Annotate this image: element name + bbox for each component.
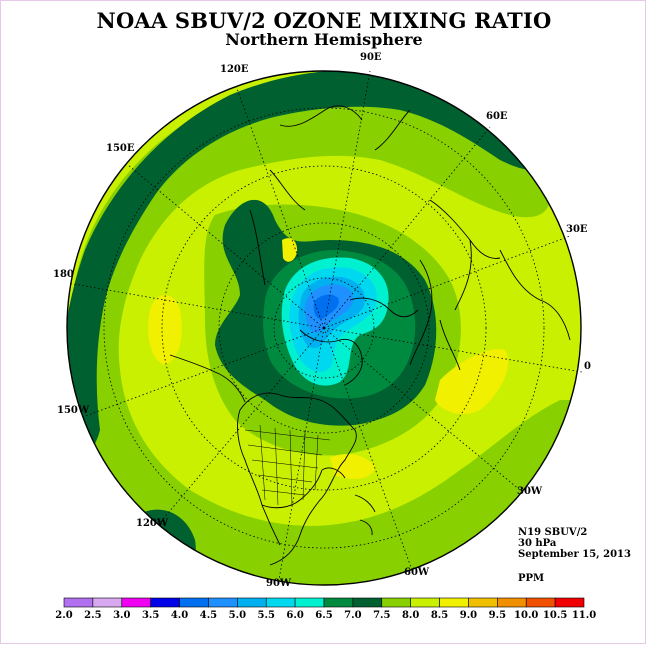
ozone-level-4-0 [313, 294, 339, 320]
date-label: September 15, 2013 [518, 549, 631, 560]
label-120e: 120E [220, 64, 249, 75]
globe-outline [66, 70, 582, 586]
label-180: 180 [53, 269, 74, 280]
colorbar-swatch [468, 597, 498, 608]
colorbar-tick-label: 2.0 [55, 610, 73, 621]
meridian-lines [67, 70, 583, 586]
colorbar-tick-label: 2.5 [84, 610, 102, 621]
label-150e: 150E [106, 143, 135, 154]
colorbar-tick-label: 7.0 [344, 610, 362, 621]
colorbar-swatch [92, 597, 123, 608]
colorbar-swatch [410, 597, 440, 608]
colorbar-tick-label: 10.0 [514, 610, 539, 621]
colorbar-swatch [208, 597, 238, 608]
colorbar-swatch [525, 597, 556, 608]
colorbar-tick-label: 8.0 [401, 610, 420, 621]
ozone-level-8-5 [435, 349, 509, 415]
label-120w: 120W [136, 518, 169, 529]
colorbar-tick-label: 9.0 [459, 610, 478, 621]
label-150w: 150W [57, 405, 90, 416]
colorbar-swatch [439, 597, 469, 608]
label-60e: 60E [486, 111, 508, 122]
colorbar-tick-label: 5.5 [257, 610, 275, 621]
label-90w: 90W [266, 578, 292, 589]
colorbar-tick-label: 6.5 [315, 610, 333, 621]
colorbar-tick-label: 8.5 [430, 610, 449, 621]
ozone-level-8-5 [148, 295, 182, 365]
label-30e: 30E [566, 224, 588, 235]
map-subtitle: Northern Hemisphere [225, 30, 423, 49]
colorbar-swatch [63, 597, 94, 608]
colorbar-tick-label: 4.0 [170, 610, 189, 621]
colorbar-swatch [121, 597, 151, 608]
colorbar-tick-label: 9.5 [488, 610, 507, 621]
colorbar-swatch [352, 597, 383, 608]
map-title: NOAA SBUV/2 OZONE MIXING RATIO [96, 8, 552, 33]
colorbar-tick-label: 5.0 [228, 610, 247, 621]
colorbar-tick-label: 7.5 [373, 610, 391, 621]
label-60w: 60W [404, 567, 430, 578]
label-0: 0 [584, 361, 591, 372]
us-state-boundaries [244, 424, 331, 506]
coastlines [169, 105, 571, 566]
colorbar-swatch [381, 597, 411, 608]
instrument-label: N19 SBUV/2 [518, 527, 588, 538]
latitude-lines [103, 107, 545, 549]
colorbar-tick-label: 3.5 [141, 610, 160, 621]
colorbar-swatch [497, 597, 527, 608]
colorbar-swatch [237, 597, 267, 608]
colorbar-tick-label: 4.5 [199, 610, 218, 621]
colorbar-swatch [554, 597, 585, 608]
colorbar-swatch [265, 597, 296, 608]
pressure-level-label: 30 hPa [518, 538, 557, 549]
colorbar-tick-label: 11.0 [571, 610, 597, 621]
colorbar-tick-label: 6.0 [286, 610, 304, 621]
ozone-level-7-5 [67, 72, 581, 585]
label-30w: 30W [517, 486, 543, 497]
label-90e: 90E [360, 52, 382, 63]
colorbar-swatch [150, 597, 180, 608]
colorbar-swatch [179, 597, 209, 608]
colorbar [63, 597, 585, 608]
units-label: PPM [518, 573, 545, 584]
colorbar-swatch [323, 597, 354, 608]
colorbar-swatch [294, 597, 325, 608]
colorbar-tick-label: 10.5 [542, 610, 568, 621]
colorbar-tick-label: 3.0 [113, 610, 131, 621]
